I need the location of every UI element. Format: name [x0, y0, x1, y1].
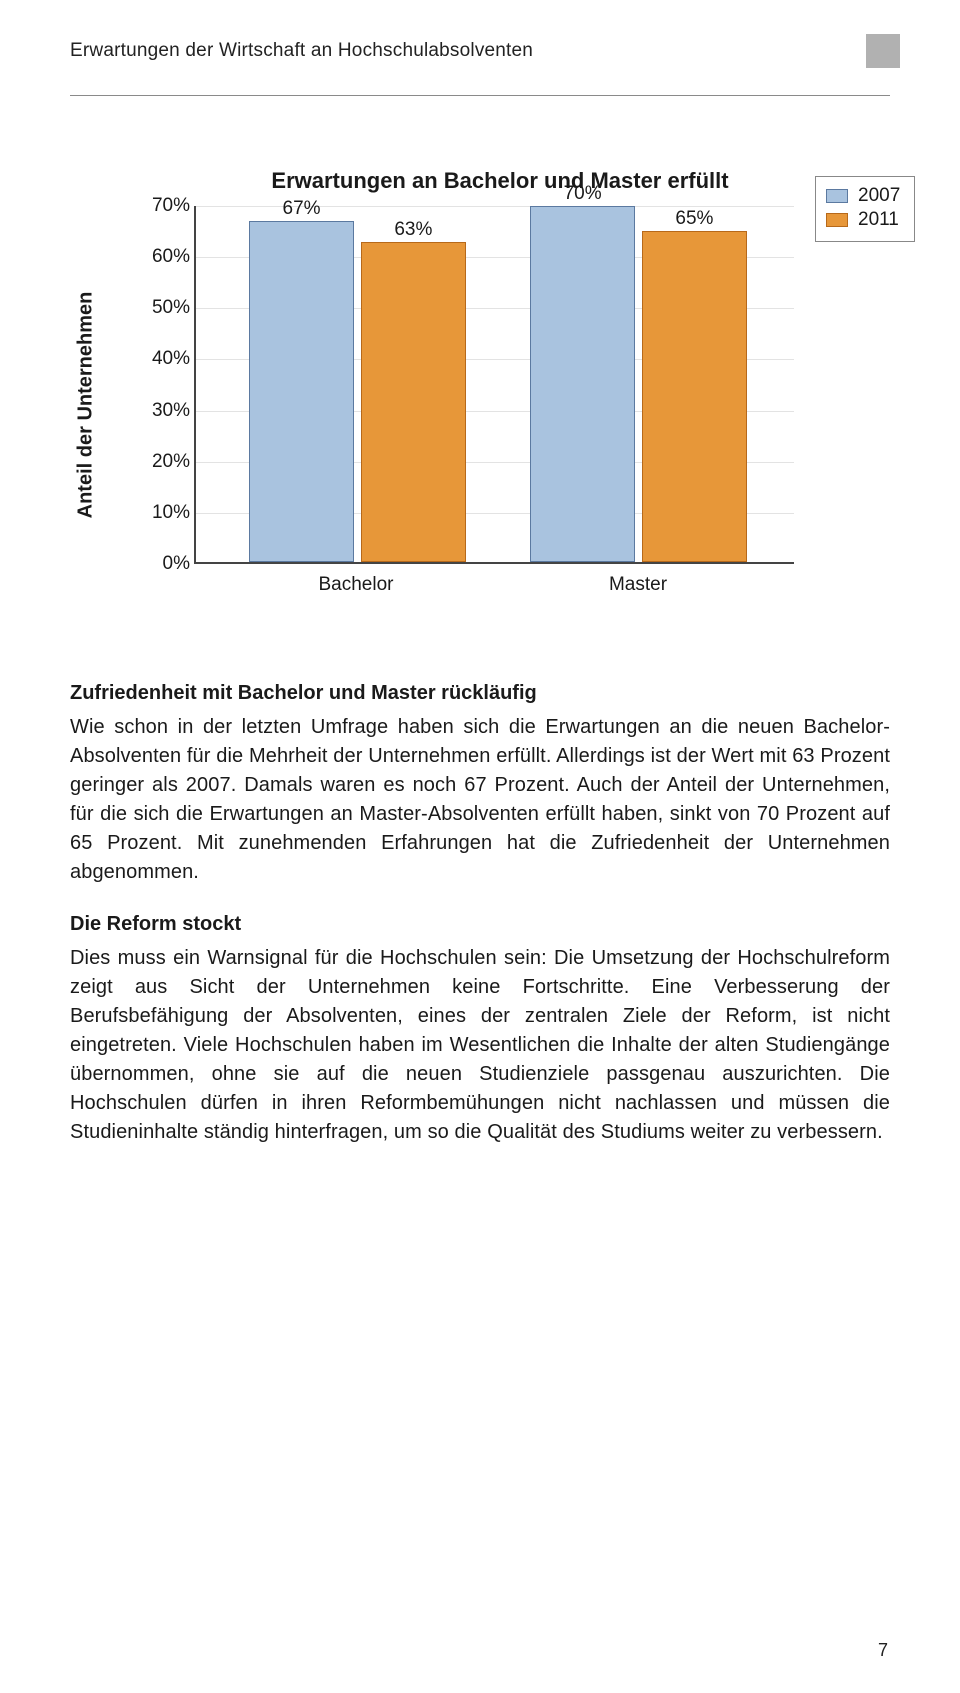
section-heading-1: Zufriedenheit mit Bachelor und Master rü…	[70, 682, 890, 705]
chart-legend: 2007 2011	[815, 176, 915, 242]
bar-master-2011: 65%	[642, 231, 747, 562]
page-number: 7	[878, 1640, 888, 1661]
chart-title: Erwartungen an Bachelor und Master erfül…	[271, 168, 728, 194]
y-tick-label: 0%	[138, 553, 190, 575]
legend-label-2007: 2007	[858, 185, 900, 207]
page: Erwartungen der Wirtschaft an Hochschula…	[0, 0, 960, 1693]
bar-bachelor-2011: 63%	[361, 242, 466, 562]
bar-chart: Erwartungen an Bachelor und Master erfül…	[120, 176, 880, 592]
running-title: Erwartungen der Wirtschaft an Hochschula…	[70, 40, 890, 62]
y-tick-label: 60%	[138, 246, 190, 268]
section-heading-2: Die Reform stockt	[70, 913, 890, 936]
y-tick-label: 70%	[138, 195, 190, 217]
y-tick-label: 10%	[138, 502, 190, 524]
legend-item-2011: 2011	[826, 209, 904, 231]
y-tick-label: 40%	[138, 348, 190, 370]
legend-swatch-2007	[826, 189, 848, 203]
corner-decoration	[866, 34, 900, 68]
bar-value-label: 67%	[250, 198, 353, 220]
paragraph-1: Wie schon in der letzten Umfrage haben s…	[70, 713, 890, 887]
y-tick-label: 30%	[138, 400, 190, 422]
bar-master-2007: 70%	[530, 206, 635, 562]
bar-bachelor-2007: 67%	[249, 221, 354, 562]
legend-label-2011: 2011	[858, 209, 899, 231]
y-tick-label: 50%	[138, 297, 190, 319]
x-category-label: Master	[538, 574, 738, 596]
legend-item-2007: 2007	[826, 185, 904, 207]
bar-value-label: 63%	[362, 219, 465, 241]
header-band: Erwartungen der Wirtschaft an Hochschula…	[70, 40, 890, 96]
y-axis-label: Anteil der Unternehmen	[75, 291, 98, 518]
bar-value-label: 65%	[643, 208, 746, 230]
paragraph-2: Dies muss ein Warnsignal für die Hochsch…	[70, 944, 890, 1147]
x-category-label: Bachelor	[256, 574, 456, 596]
body-text-block: Zufriedenheit mit Bachelor und Master rü…	[70, 682, 890, 1147]
chart-plot-area: 67%63%70%65%	[194, 206, 794, 564]
legend-swatch-2011	[826, 213, 848, 227]
bar-value-label: 70%	[531, 183, 634, 205]
y-tick-label: 20%	[138, 451, 190, 473]
